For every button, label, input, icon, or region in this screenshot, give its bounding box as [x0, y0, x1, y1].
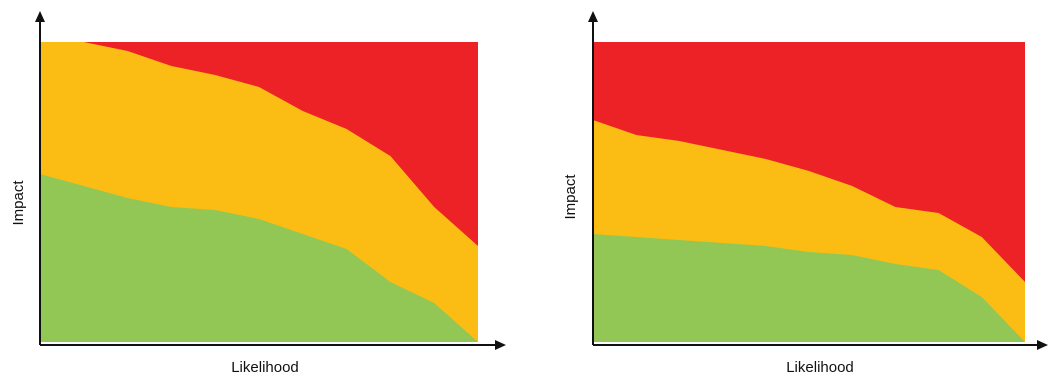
y-axis-arrow-icon	[588, 11, 598, 22]
x-axis-arrow-icon	[495, 340, 506, 350]
y-axis	[35, 11, 45, 345]
area-group	[593, 42, 1025, 342]
y-axis-arrow-icon	[35, 11, 45, 22]
risk-chart-right: Likelihood Impact	[562, 11, 1048, 376]
y-axis-label: Impact	[562, 174, 579, 220]
x-axis-label: Likelihood	[231, 359, 299, 376]
x-axis	[593, 340, 1048, 350]
x-axis	[40, 340, 506, 350]
y-axis	[588, 11, 598, 345]
risk-chart-left: Likelihood Impact	[10, 11, 506, 376]
green-zone-area	[40, 174, 478, 342]
x-axis-label: Likelihood	[786, 359, 854, 376]
y-axis-label: Impact	[10, 180, 27, 226]
green-zone-area	[593, 234, 1025, 342]
area-group	[40, 42, 478, 342]
x-axis-arrow-icon	[1037, 340, 1048, 350]
